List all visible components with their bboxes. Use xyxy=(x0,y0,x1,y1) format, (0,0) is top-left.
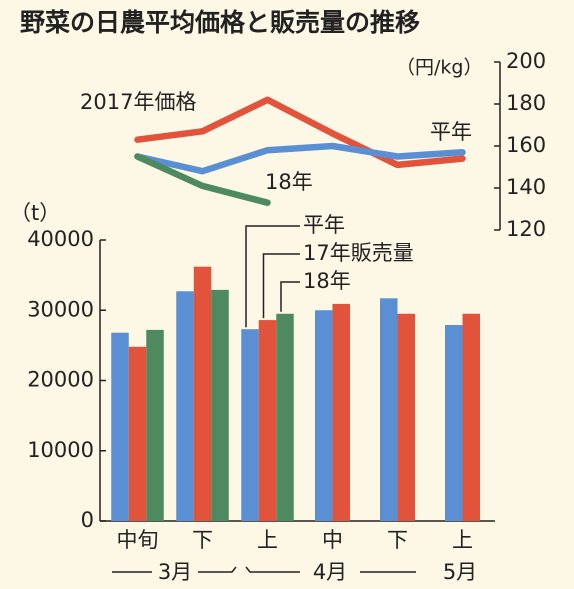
bar xyxy=(193,266,212,521)
y2-unit: （円/kg） xyxy=(396,57,482,79)
y2-tick-label: 180 xyxy=(506,91,546,115)
legend-label: 17年販売量 xyxy=(303,241,414,265)
legend-label: 平年 xyxy=(303,213,345,237)
x-tick-label: 上 xyxy=(257,528,278,552)
bar xyxy=(258,320,277,521)
bar xyxy=(111,332,129,521)
bar xyxy=(332,303,350,521)
bar xyxy=(128,346,147,521)
group-label: 5月 xyxy=(443,560,477,584)
bar xyxy=(211,289,229,521)
y-tick-label: 40000 xyxy=(27,227,94,251)
bar xyxy=(380,298,398,521)
line-label: 18年 xyxy=(265,170,313,194)
bar xyxy=(146,329,164,521)
price-line xyxy=(134,96,466,169)
chart-title: 野菜の日農平均価格と販売量の推移 xyxy=(20,8,420,37)
bar xyxy=(241,329,259,521)
legend-label: 18年 xyxy=(303,269,351,293)
group-label: 3月 xyxy=(158,560,192,584)
bar xyxy=(315,310,333,521)
y-tick-label: 30000 xyxy=(27,297,94,321)
y2-tick-label: 200 xyxy=(506,49,546,73)
x-tick-label: 下 xyxy=(387,528,408,552)
price-line xyxy=(134,153,271,206)
y2-tick-label: 140 xyxy=(506,175,546,199)
bar xyxy=(397,313,415,521)
group-brackets xyxy=(112,566,416,573)
line-label: 2017年価格 xyxy=(80,90,196,114)
y2-tick-label: 160 xyxy=(506,133,546,157)
x-tick-label: 中 xyxy=(322,528,343,552)
x-tick-label: 下 xyxy=(192,528,213,552)
y2-tick-label: 120 xyxy=(506,217,546,241)
x-tick-label: 上 xyxy=(452,528,473,552)
legend-leader xyxy=(262,253,300,319)
bar xyxy=(276,313,294,521)
bar xyxy=(176,291,194,521)
y-tick-label: 0 xyxy=(81,508,94,532)
bar xyxy=(445,325,463,521)
y-unit: （t） xyxy=(10,201,60,225)
x-tick-label: 中旬 xyxy=(117,528,159,552)
group-label: 4月 xyxy=(313,560,347,584)
bar xyxy=(462,313,480,521)
legend-leader xyxy=(245,225,300,328)
line-label: 平年 xyxy=(430,120,472,144)
price-line xyxy=(134,142,466,175)
y-tick-label: 10000 xyxy=(27,438,94,462)
legend-leader xyxy=(280,281,300,312)
y-tick-label: 20000 xyxy=(27,368,94,392)
